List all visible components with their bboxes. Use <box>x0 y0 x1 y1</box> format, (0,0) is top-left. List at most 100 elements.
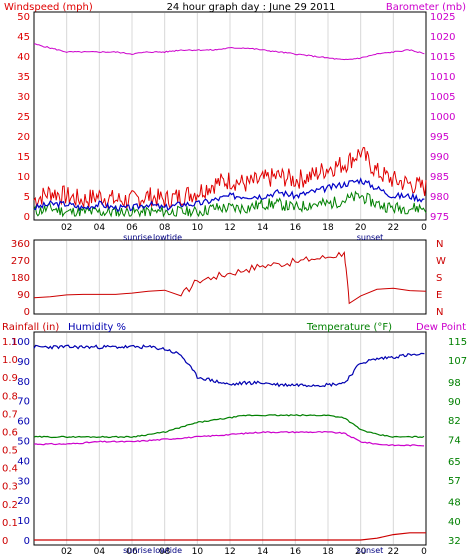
x-tick-label-top: 18 <box>322 223 334 233</box>
barometer-label: Barometer (mb) <box>386 2 466 13</box>
rainfall-tick-label: 0 <box>2 536 8 547</box>
lowtide-marker-bottom: lowtide <box>153 546 182 555</box>
rainfall-tick-label: 0.6 <box>2 427 18 438</box>
direction-tick-label: 270 <box>11 256 30 267</box>
x-tick-label-top: 0 <box>421 223 427 233</box>
x-tick-label-top: 06 <box>126 223 138 233</box>
temperature-tick-label: 74 <box>448 435 461 446</box>
humidity-tick-label: 0 <box>24 536 30 547</box>
baro-tick-label: 1015 <box>430 52 455 63</box>
wind-tick-label: 40 <box>17 52 30 63</box>
direction-tick-label: 90 <box>17 290 30 301</box>
wind-tick-label: 45 <box>17 32 30 43</box>
axes: 0202040406060808101012121414161618182020… <box>2 12 467 557</box>
lowtide-marker: lowtide <box>153 233 182 242</box>
dewpoint-line <box>33 430 425 447</box>
baro-tick-label: 1025 <box>430 12 455 23</box>
chart-lines <box>33 43 427 541</box>
baro-tick-label: 1000 <box>430 112 455 123</box>
rainfall-label: Rainfall (in) <box>2 322 59 333</box>
rainfall-tick-label: 0.5 <box>2 446 18 457</box>
x-tick-label-bottom: 02 <box>61 547 72 557</box>
temperature-tick-label: 90 <box>448 397 461 408</box>
x-tick-label-bottom: 06 <box>126 547 138 557</box>
x-tick-label-bottom: 04 <box>94 547 106 557</box>
rainfall-tick-label: 0.9 <box>2 373 18 384</box>
x-tick-label-bottom: 08 <box>159 547 171 557</box>
humidity-tick-label: 10 <box>17 516 30 527</box>
x-tick-label-bottom: 12 <box>224 547 235 557</box>
x-tick-label-bottom: 18 <box>322 547 334 557</box>
wind-tick-label: 50 <box>17 12 30 23</box>
temperature-tick-label: 82 <box>448 416 461 427</box>
barometer-line <box>33 43 425 61</box>
wind-low-line <box>33 190 427 218</box>
rainfall-tick-label: 0.1 <box>2 518 18 529</box>
x-tick-label-bottom: 0 <box>421 547 427 557</box>
rainfall-tick-label: 0.2 <box>2 500 18 511</box>
humidity-line <box>33 344 425 388</box>
wind-tick-label: 20 <box>17 132 30 143</box>
compass-tick-label: N <box>436 239 443 250</box>
humidity-tick-label: 80 <box>17 377 30 388</box>
x-tick-label-bottom: 14 <box>257 547 269 557</box>
rainfall-tick-label: 1.1 <box>2 337 18 348</box>
x-tick-label-top: 12 <box>224 223 235 233</box>
sunrise-marker: sunrise <box>123 233 152 242</box>
windspeed-label: Windspeed (mph) <box>4 2 93 13</box>
graph-title: 24 hour graph day : June 29 2011 <box>167 2 336 13</box>
baro-tick-label: 1010 <box>430 72 455 83</box>
rainfall-tick-label: 0.8 <box>2 391 18 402</box>
wind-tick-label: 35 <box>17 72 30 83</box>
baro-tick-label: 995 <box>430 132 449 143</box>
direction-tick-label: 180 <box>11 273 30 284</box>
baro-tick-label: 975 <box>430 212 449 223</box>
temperature-tick-label: 57 <box>448 476 461 487</box>
temperature-tick-label: 32 <box>448 536 461 547</box>
sunrise-marker-bottom: sunrise <box>123 546 152 555</box>
temperature-tick-label: 48 <box>448 498 461 509</box>
x-tick-label-top: 22 <box>388 223 399 233</box>
compass-tick-label: N <box>436 307 443 318</box>
x-tick-label-bottom: 16 <box>290 547 302 557</box>
humidity-tick-label: 20 <box>17 496 30 507</box>
wind-tick-label: 0 <box>24 212 30 223</box>
wind-tick-label: 25 <box>17 112 30 123</box>
rainfall-tick-label: 0.4 <box>2 464 18 475</box>
temperature-tick-label: 98 <box>448 378 461 389</box>
sunset-marker: sunset <box>357 233 384 242</box>
x-tick-label-top: 20 <box>355 223 367 233</box>
compass-tick-label: E <box>436 290 442 301</box>
grid-lines <box>66 13 394 544</box>
direction-tick-label: 0 <box>24 307 30 318</box>
temperature-line <box>33 414 425 439</box>
temperature-tick-label: 65 <box>448 457 461 468</box>
wind-tick-label: 5 <box>24 192 30 203</box>
compass-tick-label: W <box>436 256 446 267</box>
baro-tick-label: 990 <box>430 152 449 163</box>
direction-panel <box>33 239 427 315</box>
wind-baro-panel <box>33 11 427 221</box>
rainfall-line <box>34 532 426 541</box>
humidity-label: Humidity % <box>68 322 126 333</box>
x-tick-label-top: 04 <box>94 223 106 233</box>
baro-tick-label: 1005 <box>430 92 455 103</box>
x-tick-label-top: 16 <box>290 223 302 233</box>
temperature-label: Temperature (°F) <box>306 322 392 333</box>
humidity-tick-label: 40 <box>17 456 30 467</box>
wind-avg-line <box>33 177 425 212</box>
wind-tick-label: 30 <box>17 92 30 103</box>
humidity-tick-label: 30 <box>17 476 30 487</box>
wind-tick-label: 10 <box>17 172 30 183</box>
dewpoint-label: Dew Point <box>416 322 466 333</box>
sunset-marker-bottom: sunset <box>357 546 384 555</box>
compass-tick-label: S <box>436 273 442 284</box>
x-tick-label-top: 02 <box>61 223 72 233</box>
x-tick-label-top: 14 <box>257 223 269 233</box>
x-tick-label-top: 08 <box>159 223 171 233</box>
humidity-tick-label: 90 <box>17 357 30 368</box>
wind-gust-line <box>33 146 427 210</box>
wind-tick-label: 15 <box>17 152 30 163</box>
x-tick-label-bottom: 10 <box>192 547 204 557</box>
